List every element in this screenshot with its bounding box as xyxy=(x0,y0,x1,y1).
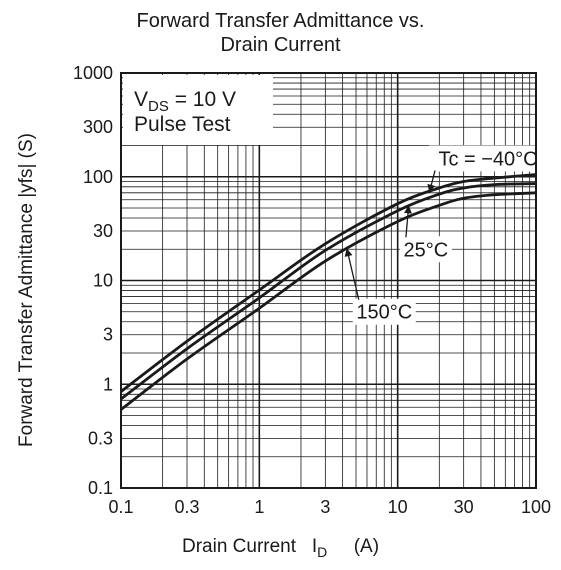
chart-title-line-2: Drain Current xyxy=(220,34,341,56)
series-line-2 xyxy=(120,191,537,411)
y-tick-label: 300 xyxy=(83,117,113,137)
y-tick-label: 30 xyxy=(93,221,113,241)
x-tick-label: 10 xyxy=(388,497,408,517)
x-axis-label-subscript: D xyxy=(317,543,328,560)
plot-frame xyxy=(120,72,537,489)
pulse-test-label: Pulse Test xyxy=(134,113,231,136)
annotation-arrow xyxy=(404,205,412,238)
series-line-0 xyxy=(120,173,537,393)
y-tick-label: 0.3 xyxy=(88,428,113,448)
annotation-label-2: 150°C xyxy=(356,302,412,324)
x-tick-labels: 0.1 0.3 1 3 10 30 100 xyxy=(108,497,551,517)
x-tick-label: 1 xyxy=(254,497,264,517)
y-tick-labels: 0.1 0.3 1 3 10 30 100 300 1000 xyxy=(73,63,113,498)
series-layer xyxy=(120,173,537,411)
x-tick-label: 3 xyxy=(320,497,330,517)
annotation-label-0: Tc = −40°C xyxy=(438,148,537,170)
y-axis-label: Forward Transfer Admittance |yfs| (S) xyxy=(16,133,37,447)
x-tick-label: 100 xyxy=(521,497,551,517)
y-tick-label: 1 xyxy=(103,374,113,394)
y-tick-label: 0.1 xyxy=(88,478,113,498)
chart-title-line-1: Forward Transfer Admittance vs. xyxy=(136,10,425,32)
annotation-bg xyxy=(352,298,416,325)
series-line-1 xyxy=(120,182,537,401)
y-tick-label: 10 xyxy=(93,271,113,291)
annotation-bg xyxy=(429,145,548,172)
x-tick-label: 30 xyxy=(454,497,474,517)
x-axis-label-unit: (A) xyxy=(353,536,380,557)
annotation-arrow xyxy=(344,248,360,300)
y-tick-label: 1000 xyxy=(73,63,113,83)
x-axis-label: Drain Current ID (A) xyxy=(0,536,561,560)
annotation-layer: Tc = −40°C 25°C 150°C xyxy=(344,145,548,325)
y-tick-label: 100 xyxy=(83,167,113,187)
x-axis-label-symbol: I xyxy=(311,536,318,557)
annotation-arrow xyxy=(427,170,436,193)
annotation-label-1: 25°C xyxy=(404,239,449,261)
y-tick-label: 3 xyxy=(103,325,113,345)
x-tick-label: 0.3 xyxy=(174,497,199,517)
x-tick-label: 0.1 xyxy=(108,497,133,517)
conditions-background xyxy=(123,75,273,145)
vds-condition: VDS = 10 V xyxy=(134,88,236,115)
annotation-bg xyxy=(399,236,452,263)
x-axis-label-name: Drain Current xyxy=(181,536,297,557)
